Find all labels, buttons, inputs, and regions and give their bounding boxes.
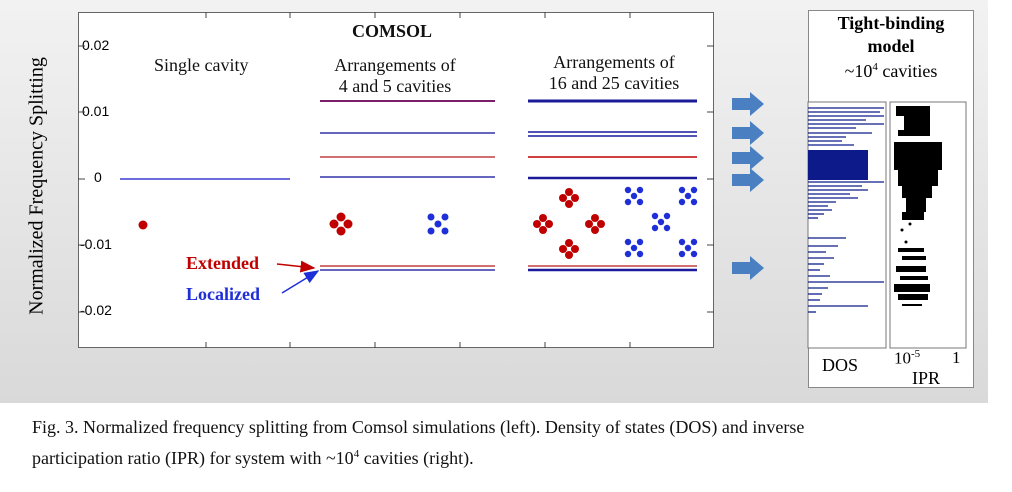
y-tick-label: 0.02 [82, 37, 110, 53]
dos-dense-band [808, 150, 868, 180]
tb-title-line3: ~104 cavities [808, 61, 974, 82]
ipr-tick-base: 10 [894, 348, 911, 368]
localized-label: Localized [186, 284, 260, 304]
comsol-plot-area [78, 12, 714, 348]
y-tick-label: -0.02 [80, 302, 112, 318]
ipr-tick-left: 10-5 [894, 348, 920, 369]
arrangement-16-25-title: Arrangements of 16 and 25 cavities [536, 52, 692, 94]
dos-ipr-graphics [807, 101, 967, 349]
arrangement-4-5-title: Arrangements of 4 and 5 cavities [322, 55, 468, 97]
y-axis-ticks [78, 45, 714, 313]
levels-16-25 [528, 99, 697, 272]
ipr-label: IPR [912, 368, 941, 388]
caption-sup: 4 [353, 448, 360, 460]
comsol-plot-graphics [78, 12, 764, 348]
tb-title-sup: 4 [872, 61, 878, 73]
y-tick-label: 0.01 [82, 103, 110, 119]
y-tick-label: 0 [94, 169, 102, 185]
tb-title-text: ~10 [844, 61, 873, 81]
y-tick-label: -0.01 [80, 236, 112, 252]
tb-title-line2: model [867, 36, 915, 56]
title-line: 4 and 5 cavities [338, 76, 452, 96]
ipr-scatter [894, 106, 942, 306]
localized-arrow [281, 270, 320, 294]
caption-line2-tail: cavities (right). [359, 448, 474, 468]
extended-arrow [276, 260, 316, 273]
caption-line2-text: participation ratio (IPR) for system wit… [32, 448, 354, 468]
title-line: 16 and 25 cavities [548, 73, 680, 93]
cavity-dot [138, 220, 148, 230]
dos-bars [808, 107, 884, 146]
ipr-tick-exp: -5 [911, 348, 921, 360]
figure-caption: Fig. 3. Normalized frequency splitting f… [32, 414, 982, 472]
cluster-5-blue [427, 213, 449, 235]
tb-title-tail: cavities [877, 61, 938, 81]
ipr-tick-right: 1 [952, 348, 961, 367]
comsol-title: COMSOL [352, 21, 433, 41]
title-line: Arrangements of [334, 55, 456, 75]
cluster-4-red [329, 212, 353, 236]
x-axis-ticks [205, 12, 631, 348]
block-arrows [732, 92, 764, 280]
cluster-25-blue [624, 186, 698, 258]
dos-label: DOS [822, 355, 859, 375]
caption-line1: Fig. 3. Normalized frequency splitting f… [32, 417, 805, 437]
title-line: Arrangements of [553, 52, 675, 72]
single-cavity-title: Single cavity [154, 55, 249, 75]
tb-title-line1: Tight-binding [837, 13, 945, 33]
caption-line2: participation ratio (IPR) for system wit… [32, 441, 982, 472]
dos-bars-mid [808, 181, 884, 313]
cluster-16-red [533, 188, 605, 259]
levels-4-5 [320, 100, 495, 271]
extended-label: Extended [186, 253, 260, 273]
